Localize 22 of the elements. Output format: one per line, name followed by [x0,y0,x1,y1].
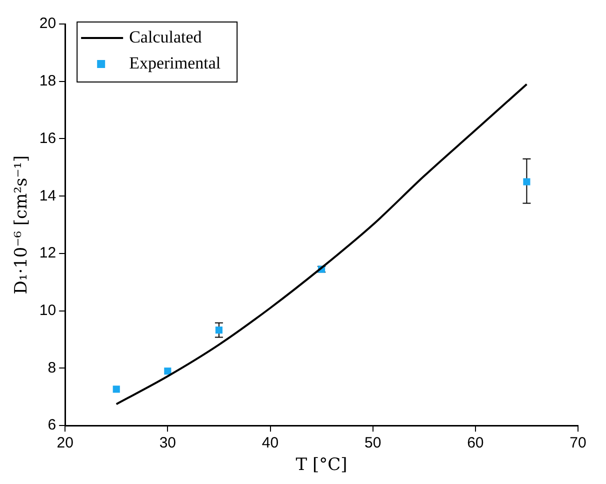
point [523,178,530,186]
y-tick-label: 6 [48,416,56,434]
y-axis-title: D₁·10⁻⁶ [cm²s⁻¹] [12,155,32,294]
x-tick-label: 50 [364,434,382,452]
x-tick-label: 70 [570,434,586,452]
point [112,386,120,393]
y-tick-label: 14 [39,187,56,204]
x-tick-label: 60 [467,434,484,452]
y-tick-label: 12 [39,244,56,262]
x-tick-label: 30 [159,434,176,452]
y-tick-label: 20 [39,15,56,32]
point [215,326,222,334]
y-tick-label: 18 [39,72,56,90]
y-tick-label: 8 [48,359,56,376]
point [164,368,172,375]
x-tick-label: 40 [262,434,279,452]
legend-label: Experimental [129,53,221,72]
legend-label: Calculated [129,27,202,46]
y-tick-label: 16 [39,130,56,147]
line-series [115,83,528,406]
y-tick-label: 10 [39,302,56,319]
x-axis-title: T [°C] [296,455,348,476]
